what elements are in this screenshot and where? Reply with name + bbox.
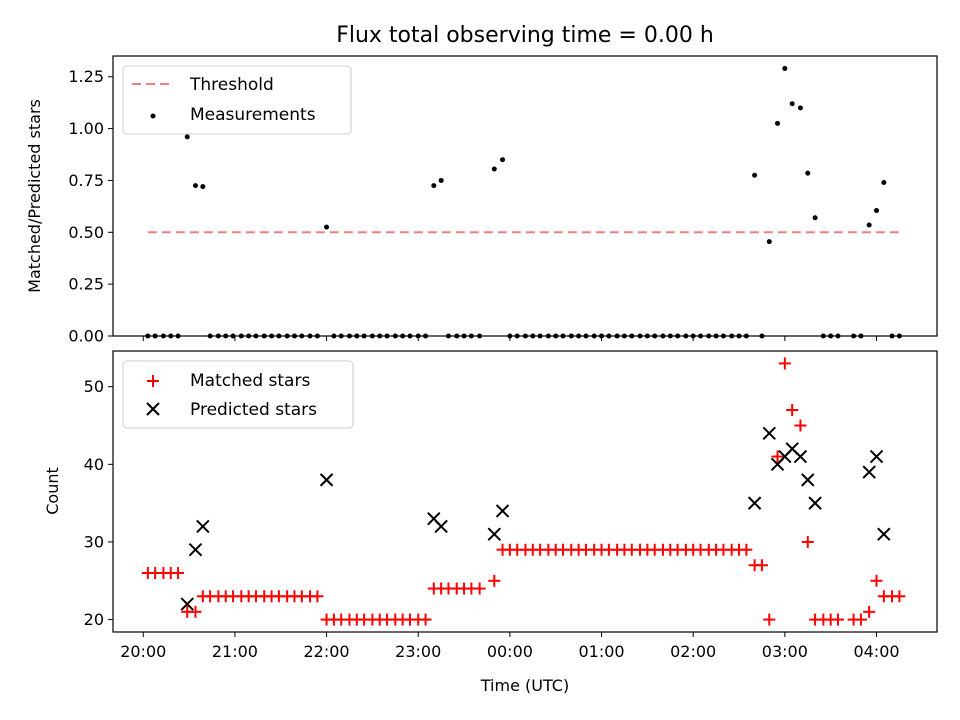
time-x-tick-label: 20:00	[120, 642, 166, 661]
count-legend-box	[122, 360, 354, 429]
ratio-y-tick-label: 1.25	[68, 67, 104, 86]
measurement-point	[805, 170, 811, 176]
predicted-star-point	[877, 527, 891, 541]
time-x-tick-label: 21:00	[212, 642, 258, 661]
predicted-legend-swatch	[146, 402, 160, 416]
measurement-point	[200, 184, 206, 190]
measurement-point	[874, 208, 880, 214]
matched-star-point	[854, 613, 867, 626]
chart-title: Flux total observing time = 0.00 h	[336, 23, 714, 48]
matched-star-point	[763, 613, 776, 626]
measurement-point	[500, 157, 506, 163]
predicted-star-point	[319, 473, 334, 487]
matched-star-point	[863, 605, 876, 618]
predicted-star-point	[495, 504, 510, 518]
measurements-legend-swatch	[150, 113, 156, 119]
measurement-point	[881, 180, 887, 186]
count-legend: Matched stars Predicted stars	[122, 360, 354, 429]
ratio-legend-box	[122, 65, 352, 135]
matched-star-point	[189, 605, 202, 618]
predicted-star-point	[487, 527, 502, 541]
matched-star-point	[172, 567, 185, 580]
ratio-y-tick-label: 0.75	[68, 171, 104, 190]
matched-star-point	[771, 450, 784, 463]
matched-star-point	[794, 419, 807, 432]
count-y-tick-label: 40	[84, 455, 104, 474]
ratio-legend: Threshold Measurements	[122, 65, 352, 135]
predicted-star-point	[180, 597, 194, 611]
measurement-point	[192, 183, 198, 189]
matched-star-point	[488, 574, 501, 587]
time-x-tick-label: 00:00	[487, 642, 533, 661]
time-x-tick-label: 04:00	[853, 642, 899, 661]
ratio-y-tick-label: 1.00	[68, 119, 104, 138]
matched-star-point	[832, 613, 845, 626]
predicted-star-point	[808, 496, 822, 510]
time-x-tick-label: 03:00	[762, 642, 808, 661]
predicted-star-point	[747, 496, 762, 510]
ratio-y-ticks: 0.00 0.25 0.50 0.75 1.00 1.25	[68, 67, 113, 346]
ratio-y-tick-label: 0.25	[68, 275, 104, 294]
measurement-point	[866, 222, 872, 228]
predicted-star-point	[188, 543, 203, 557]
matched-legend-swatch	[147, 375, 159, 387]
predicted-legend-label: Predicted stars	[190, 400, 317, 420]
measurement-point	[766, 239, 772, 245]
measurement-point	[797, 105, 803, 111]
matched-star-point	[786, 403, 799, 416]
measurement-point	[812, 215, 818, 221]
ratio-y-axis-label: Matched/Predicted stars	[25, 99, 44, 293]
predicted-star-point	[801, 473, 815, 487]
ratio-plot-frame	[112, 55, 938, 337]
matched-star-point	[870, 574, 883, 587]
count-y-tick-label: 50	[84, 377, 104, 396]
measurement-point	[775, 120, 781, 126]
matched-star-point	[778, 357, 791, 370]
predicted-star-point	[762, 426, 776, 440]
predicted-star-point	[793, 449, 808, 464]
ratio-y-tick-label: 0.00	[68, 327, 104, 346]
matched-star-point	[419, 613, 432, 626]
matched-legend-label: Matched stars	[190, 371, 310, 391]
threshold-legend-label: Threshold	[189, 75, 274, 95]
predicted-star-point	[434, 519, 448, 534]
ratio-y-tick-label: 0.50	[68, 223, 104, 242]
count-y-ticks: 20 30 40 50	[84, 377, 113, 629]
measurement-point	[324, 224, 330, 230]
measurement-point	[184, 134, 190, 140]
count-y-tick-label: 30	[84, 532, 104, 551]
matched-star-point	[473, 582, 486, 595]
time-x-tick-label: 02:00	[670, 642, 716, 661]
time-x-axis-label: Time (UTC)	[480, 676, 569, 695]
ratio-x-ticks	[142, 336, 878, 341]
matched-star-point	[755, 559, 768, 572]
time-x-tick-label: 23:00	[395, 642, 441, 661]
count-marks	[141, 357, 906, 626]
count-panel: Count Time (UTC) 20 30 40 50 20:00 21:00 22:0…	[43, 350, 938, 695]
matched-star-point	[801, 535, 814, 548]
matched-star-point	[311, 590, 324, 603]
measurements-legend-label: Measurements	[190, 105, 316, 125]
count-y-axis-label: Count	[43, 467, 62, 515]
count-y-tick-label: 20	[84, 610, 104, 629]
predicted-star-point	[862, 465, 876, 479]
measurement-point	[431, 183, 437, 189]
time-x-tick-label: 22:00	[304, 642, 350, 661]
predicted-star-point	[869, 449, 884, 464]
measurement-point	[789, 101, 795, 107]
count-plot-frame	[112, 350, 938, 633]
measurement-point	[752, 172, 758, 178]
measurement-point	[491, 166, 497, 172]
time-x-tick-label: 01:00	[578, 642, 624, 661]
matched-star-point	[740, 543, 753, 556]
measurement-point	[438, 177, 444, 183]
count-x-ticks: 20:00 21:00 22:00 23:00 00:00 01:00 02:00 03:00…	[120, 632, 900, 661]
ratio-panel: Flux total observing time = 0.00 h Match…	[25, 23, 938, 346]
matched-star-point	[893, 590, 906, 603]
predicted-star-point	[196, 519, 210, 534]
measurement-point	[782, 65, 788, 71]
